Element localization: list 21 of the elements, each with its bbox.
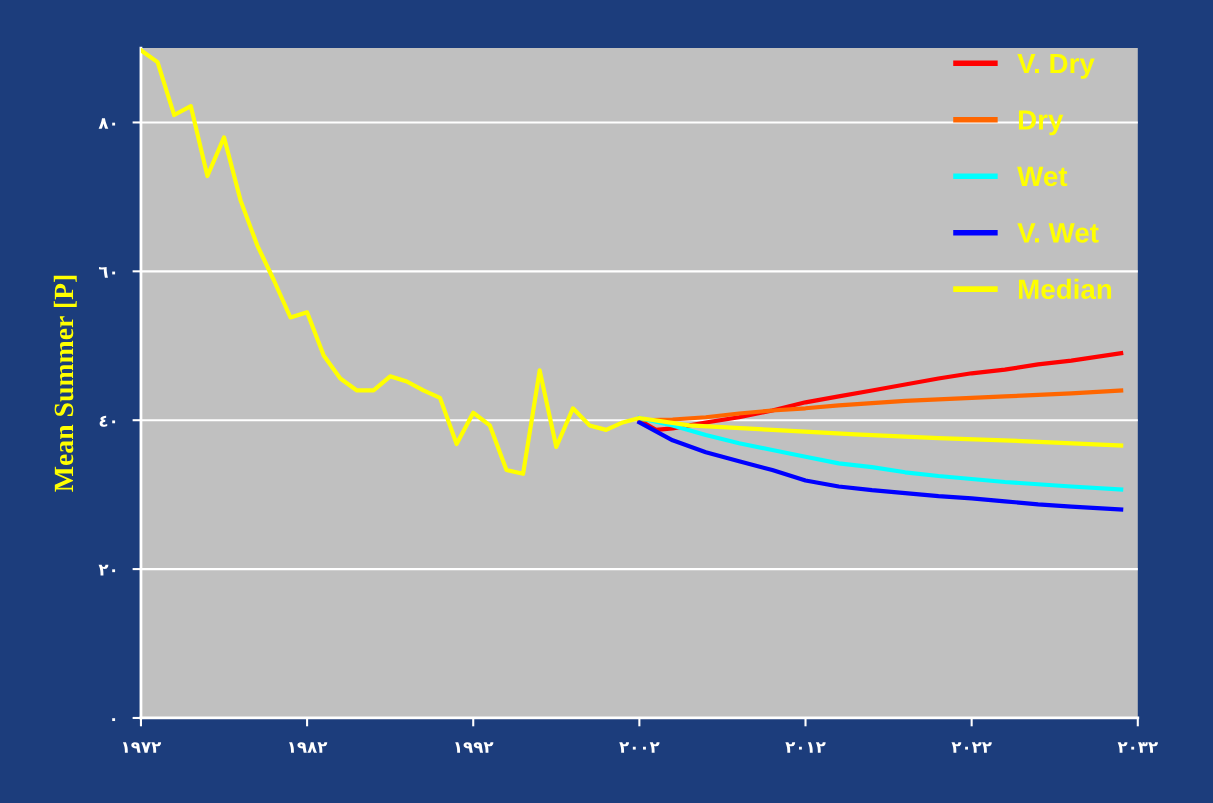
y-tick-label: ٤٠: [99, 415, 116, 427]
line-series: [637, 420, 1124, 512]
y-tick-label: ٦٠: [98, 267, 116, 278]
x-tick-label: ٢٠١٢: [785, 742, 826, 753]
x-tick-label: ١٩٩٢: [455, 742, 494, 753]
x-tick-label: ٢٠٣٢: [1117, 742, 1158, 753]
y-tick-label: ٨٠: [98, 118, 116, 129]
x-tick-label: ٢٠٢٢: [951, 742, 992, 753]
line-series: [140, 48, 1124, 476]
legend-label: V. Wet: [1017, 223, 1099, 243]
x-tick-label: ١٩٨٢: [289, 742, 328, 753]
y-tick-label: ٢٠: [98, 564, 116, 576]
x-tick-label: ٢٠٠٢: [619, 742, 660, 753]
y-tick-label: ٠: [112, 718, 116, 722]
legend-label: Dry: [1018, 110, 1064, 136]
y-axis-title: Mean Summer [P]: [53, 275, 77, 492]
legend-label: Wet: [1017, 166, 1068, 187]
legend-label: V. Dry: [1017, 53, 1095, 79]
line-series: [637, 388, 1124, 423]
legend-label: Median: [1018, 278, 1112, 300]
x-tick-label: ١٩٧٢: [122, 742, 162, 753]
